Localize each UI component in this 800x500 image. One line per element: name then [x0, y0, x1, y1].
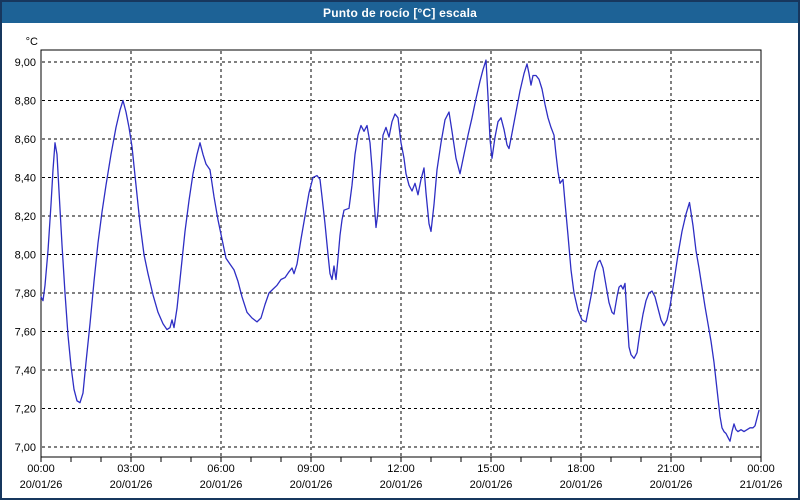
y-tick-label: 8,20: [15, 211, 36, 223]
y-tick-label: 8,80: [15, 96, 36, 108]
chart-title-bar: Punto de rocío [°C] escala: [2, 2, 798, 23]
x-tick-time-label: 00:00: [27, 463, 55, 475]
x-tick-date-label: 20/01/26: [650, 479, 693, 491]
x-tick-date-label: 20/01/26: [200, 479, 243, 491]
series-line: [40, 59, 760, 442]
y-tick-label: 8,00: [15, 250, 36, 262]
y-tick-label: 9,00: [15, 57, 36, 69]
y-tick-label: 7,60: [15, 327, 36, 339]
x-tick-date-label: 20/01/26: [380, 479, 423, 491]
y-axis-unit-label: °C: [26, 36, 38, 48]
x-tick-date-label: 20/01/26: [290, 479, 333, 491]
x-tick-time-label: 00:00: [747, 463, 775, 475]
y-tick-label: 8,40: [15, 173, 36, 185]
x-tick-time-label: 06:00: [207, 463, 235, 475]
y-tick-label: 7,40: [15, 365, 36, 377]
x-tick-date-label: 20/01/26: [110, 479, 153, 491]
x-tick-time-label: 12:00: [387, 463, 415, 475]
y-tick-label: 7,80: [15, 288, 36, 300]
y-tick-label: 7,20: [15, 404, 36, 416]
x-tick-time-label: 21:00: [657, 463, 685, 475]
y-tick-label: 7,00: [15, 442, 36, 454]
x-tick-date-label: 20/01/26: [20, 479, 63, 491]
x-tick-time-label: 15:00: [477, 463, 505, 475]
y-tick-label: 8,60: [15, 134, 36, 146]
x-tick-time-label: 03:00: [117, 463, 145, 475]
chart-title: Punto de rocío [°C] escala: [322, 5, 478, 20]
x-tick-date-label: 20/01/26: [470, 479, 513, 491]
x-tick-time-label: 18:00: [567, 463, 595, 475]
x-tick-date-label: 20/01/26: [560, 479, 603, 491]
x-tick-time-label: 09:00: [297, 463, 325, 475]
x-tick-date-label: 21/01/26: [740, 479, 783, 491]
